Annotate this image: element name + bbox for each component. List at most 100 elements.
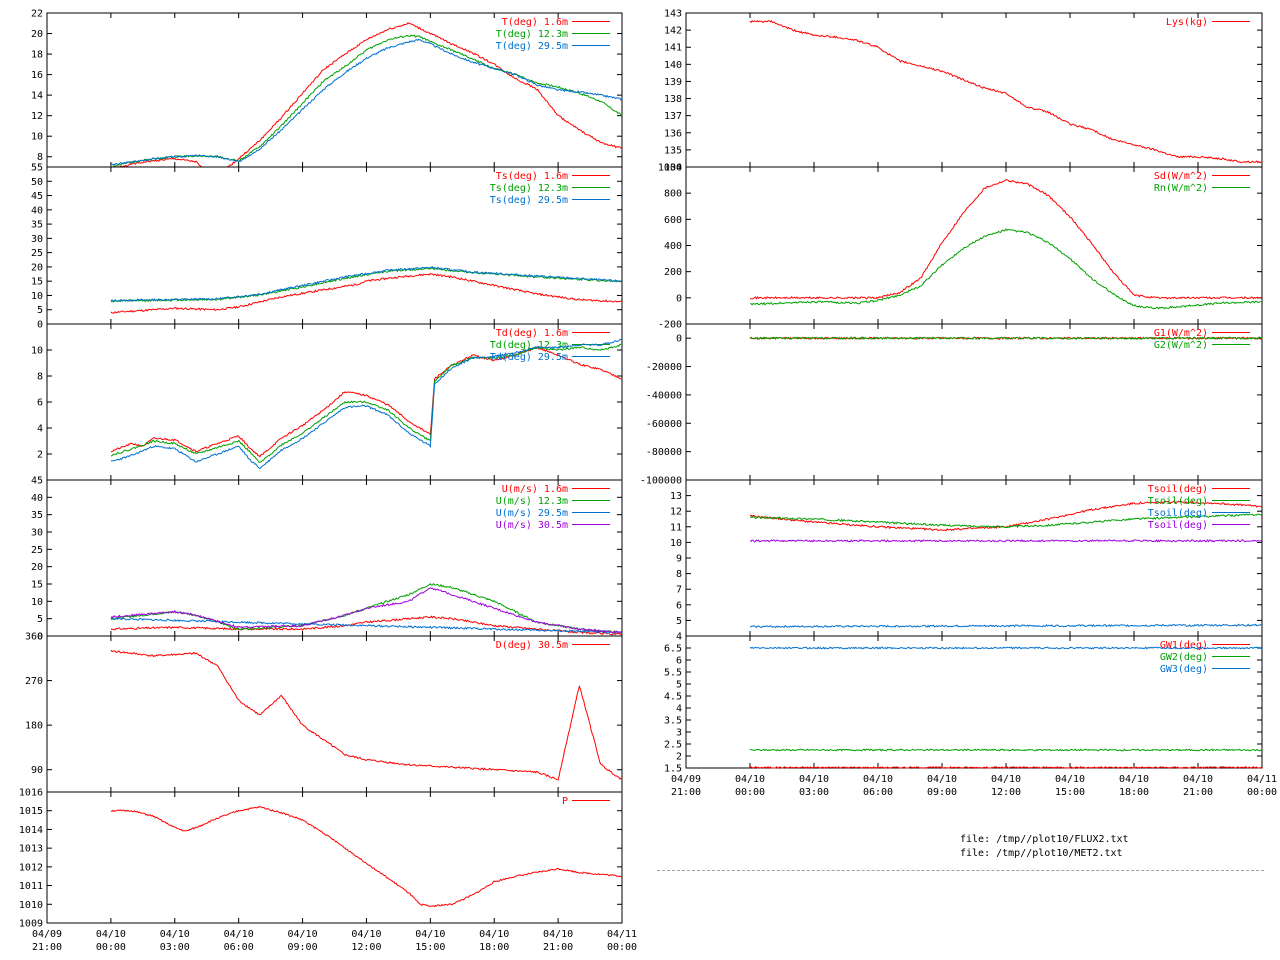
y-tick-label: 139 <box>664 77 682 88</box>
y-tick-label: 1010 <box>19 900 43 911</box>
legend-label: Tsoil(deg) <box>1148 484 1208 495</box>
legend-label: Td(deg) 12.3m <box>490 340 568 351</box>
y-tick-label: 16 <box>31 70 43 81</box>
y-tick-label: 600 <box>664 215 682 226</box>
series-line <box>110 34 623 168</box>
x-tick-date: 04/11 <box>607 929 637 940</box>
legend-label: Tsoil(deg) <box>1148 520 1208 531</box>
y-tick-label: 11 <box>670 522 682 533</box>
series-line <box>749 336 1263 341</box>
y-tick-label: 10 <box>31 346 43 357</box>
legend-label: Td(deg) 1.6m <box>496 328 568 339</box>
series-line <box>750 179 1263 300</box>
y-tick-label: 35 <box>31 510 43 521</box>
x-tick-time: 00:00 <box>735 787 765 798</box>
series-line <box>749 20 1263 164</box>
x-tick-time: 09:00 <box>927 787 957 798</box>
legend-label: Lys(kg) <box>1166 17 1208 28</box>
legend-label: U(m/s) 29.5m <box>496 508 568 519</box>
legend-label: P <box>562 796 568 807</box>
x-tick-time: 21:00 <box>32 942 62 953</box>
x-tick-date: 04/10 <box>160 929 190 940</box>
y-tick-label: 0 <box>676 293 682 304</box>
x-tick-time: 00:00 <box>607 942 637 953</box>
y-tick-label: 18 <box>31 50 43 61</box>
legend-label: GW3(deg) <box>1160 664 1208 675</box>
series-line <box>749 765 1263 769</box>
y-tick-label: 20 <box>31 562 43 573</box>
y-tick-label: 30 <box>31 234 43 245</box>
y-tick-label: 7 <box>676 585 682 596</box>
legend-label: Tsoil(deg) <box>1148 496 1208 507</box>
x-tick-date: 04/10 <box>927 774 957 785</box>
x-tick-time: 12:00 <box>991 787 1021 798</box>
series-line <box>110 805 622 908</box>
legend-label: G2(W/m^2) <box>1154 340 1208 351</box>
y-tick-label: 10 <box>31 291 43 302</box>
y-tick-label: 10 <box>670 538 682 549</box>
y-tick-label: 30 <box>31 528 43 539</box>
y-tick-label: 400 <box>664 241 682 252</box>
x-tick-time: 09:00 <box>288 942 318 953</box>
y-tick-label: 4 <box>676 632 682 643</box>
legend-label: Ts(deg) 29.5m <box>490 195 568 206</box>
legend-label: Ts(deg) 1.6m <box>496 171 568 182</box>
y-tick-label: 10 <box>31 132 43 143</box>
y-tick-label: 40 <box>31 493 43 504</box>
y-tick-label: 90 <box>31 765 43 776</box>
y-tick-label: 5 <box>676 616 682 627</box>
panel-frame <box>46 635 623 793</box>
series-line <box>749 336 1263 341</box>
legend-label: Sd(W/m^2) <box>1154 171 1208 182</box>
y-tick-label: -20000 <box>646 362 682 373</box>
x-tick-date: 04/10 <box>96 929 126 940</box>
y-tick-label: -200 <box>658 320 682 331</box>
y-tick-label: 1000 <box>658 163 682 174</box>
y-tick-label: 1.5 <box>664 764 682 775</box>
x-tick-time: 21:00 <box>1183 787 1213 798</box>
x-tick-date: 04/10 <box>224 929 254 940</box>
y-tick-label: 5 <box>37 614 43 625</box>
x-tick-time: 12:00 <box>351 942 381 953</box>
series-line <box>110 338 623 470</box>
legend-label: Rn(W/m^2) <box>1154 183 1208 194</box>
y-tick-label: 142 <box>664 26 682 37</box>
x-tick-date: 04/10 <box>1119 774 1149 785</box>
x-tick-time: 21:00 <box>671 787 701 798</box>
x-tick-time: 00:00 <box>96 942 126 953</box>
y-tick-label: 1015 <box>19 806 43 817</box>
x-tick-date: 04/10 <box>479 929 509 940</box>
legend-label: U(m/s) 1.6m <box>502 484 568 495</box>
y-tick-label: 3.5 <box>664 716 682 727</box>
y-tick-label: 1016 <box>19 788 43 799</box>
y-tick-label: 135 <box>664 145 682 156</box>
x-tick-time: 06:00 <box>224 942 254 953</box>
series-line <box>110 617 623 634</box>
series-line <box>110 272 623 314</box>
legend-label: U(m/s) 12.3m <box>496 496 568 507</box>
x-tick-time: 18:00 <box>479 942 509 953</box>
x-tick-date: 04/10 <box>735 774 765 785</box>
y-tick-label: 10 <box>31 597 43 608</box>
y-tick-label: 55 <box>31 163 43 174</box>
series-line <box>110 343 623 463</box>
y-tick-label: 136 <box>664 128 682 139</box>
y-tick-label: 6 <box>37 398 43 409</box>
x-tick-date: 04/10 <box>991 774 1021 785</box>
y-tick-label: 134 <box>664 163 682 174</box>
y-tick-label: 12 <box>31 111 43 122</box>
legend-label: GW1(deg) <box>1160 640 1208 651</box>
file-path: file: /tmp//plot10/FLUX2.txt <box>960 834 1129 845</box>
y-tick-label: 2 <box>676 752 682 763</box>
x-tick-time: 21:00 <box>543 942 573 953</box>
legend-label: T(deg) 1.6m <box>502 17 568 28</box>
y-tick-label: -40000 <box>646 390 682 401</box>
y-tick-label: 360 <box>25 632 43 643</box>
y-tick-label: 4 <box>676 704 682 715</box>
x-tick-date: 04/10 <box>799 774 829 785</box>
panel-frame <box>46 791 623 924</box>
y-tick-label: 15 <box>31 580 43 591</box>
y-tick-label: 200 <box>664 267 682 278</box>
y-tick-label: 2 <box>37 450 43 461</box>
y-tick-label: 0 <box>37 632 43 643</box>
